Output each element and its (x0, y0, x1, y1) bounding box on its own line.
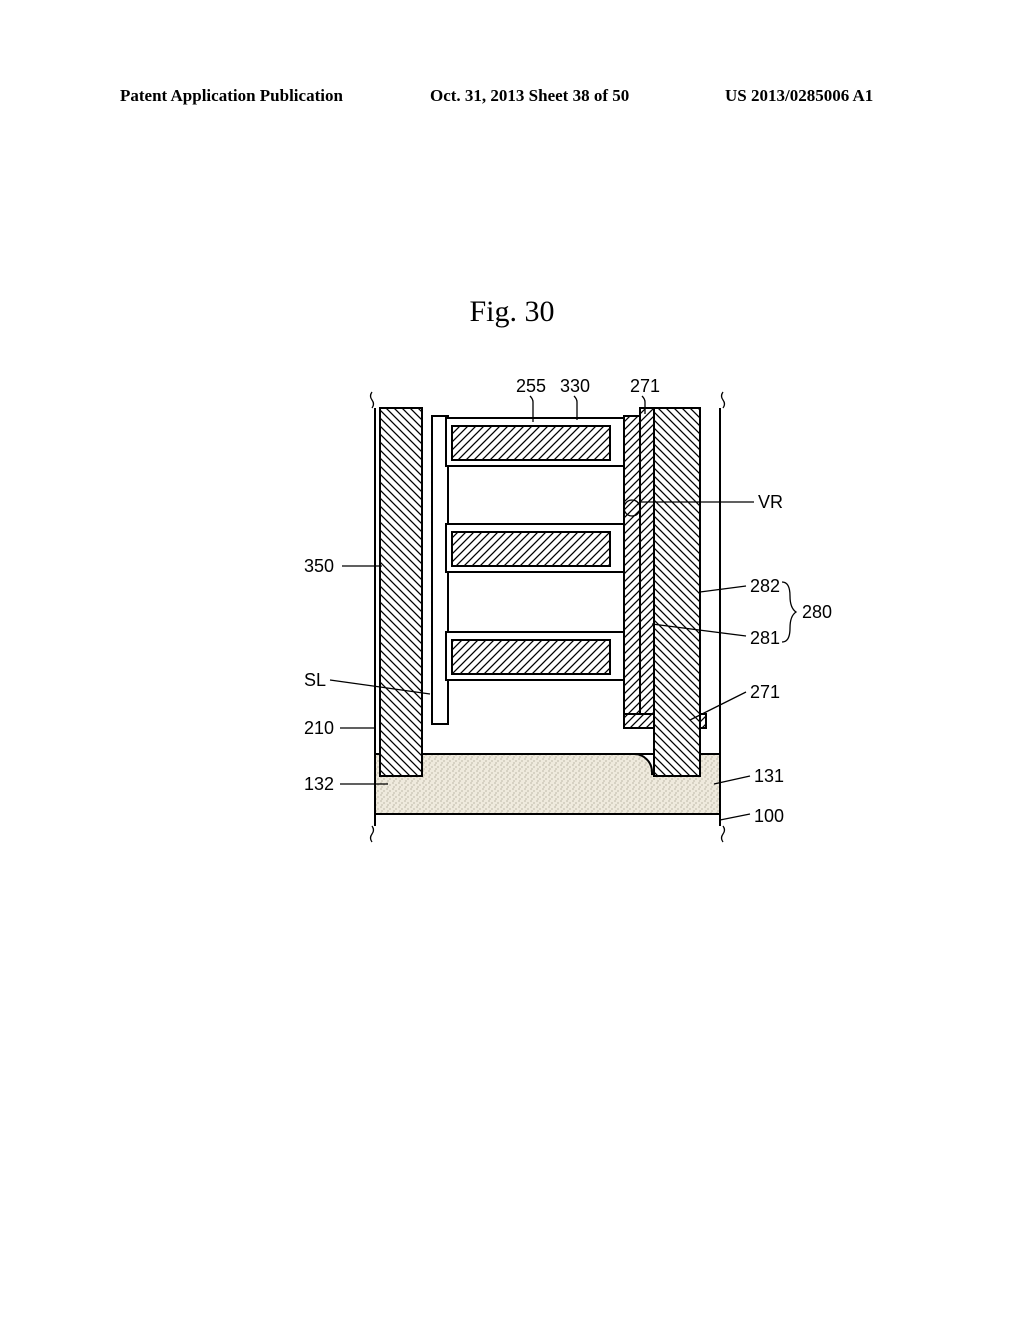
label-VR: VR (758, 492, 783, 513)
figure-title: Fig. 30 (0, 295, 1024, 329)
figure-diagram: 255 330 271 VR 350 SL 210 132 282 280 28… (260, 386, 850, 866)
label-280: 280 (802, 602, 832, 623)
label-255: 255 (516, 376, 546, 397)
label-271-right: 271 (750, 682, 780, 703)
header-center: Oct. 31, 2013 Sheet 38 of 50 (430, 86, 629, 106)
label-132: 132 (304, 774, 334, 795)
label-271-top: 271 (630, 376, 660, 397)
label-350: 350 (304, 556, 334, 577)
page-header: Patent Application Publication Oct. 31, … (0, 86, 1024, 104)
label-100: 100 (754, 806, 784, 827)
label-SL: SL (304, 670, 326, 691)
label-210: 210 (304, 718, 334, 739)
header-left: Patent Application Publication (120, 86, 343, 106)
label-131: 131 (754, 766, 784, 787)
label-330: 330 (560, 376, 590, 397)
label-282: 282 (750, 576, 780, 597)
label-281: 281 (750, 628, 780, 649)
diagram-svg (260, 386, 850, 866)
header-right: US 2013/0285006 A1 (725, 86, 873, 106)
